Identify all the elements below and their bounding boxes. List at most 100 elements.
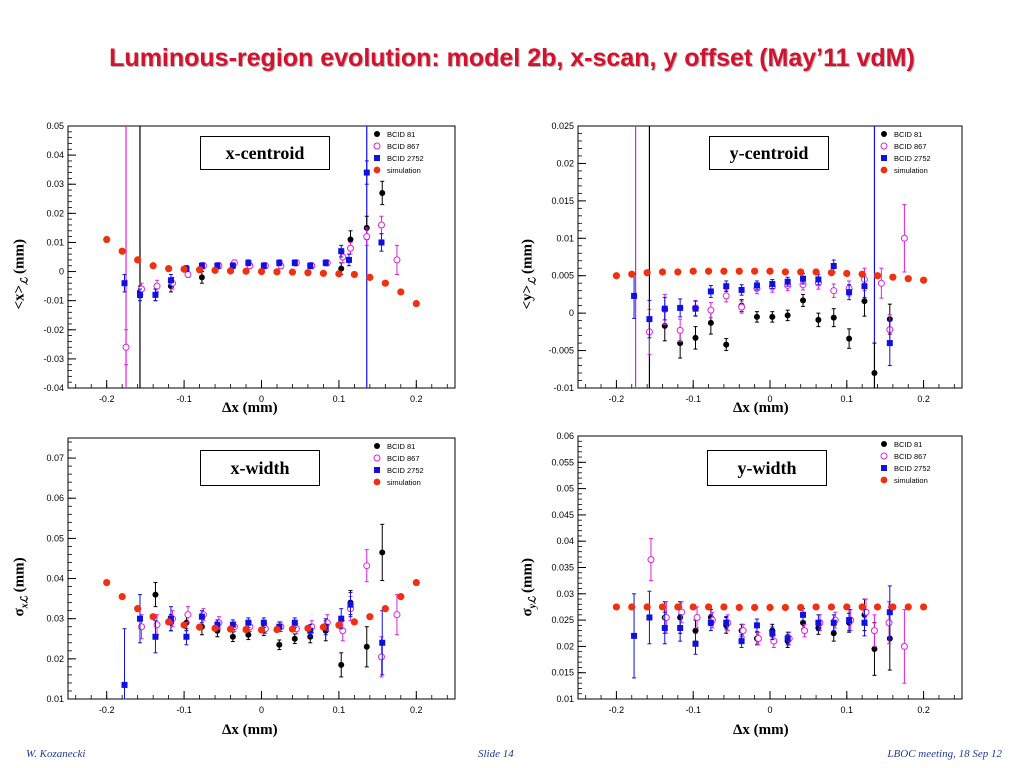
data-point-red-dot — [704, 267, 713, 275]
legend-label: BCID 867 — [894, 452, 927, 461]
legend-marker — [374, 443, 380, 449]
data-point-filled-circle — [846, 335, 853, 342]
data-point-red-dot — [165, 618, 173, 626]
data-point-filled-circle — [800, 297, 807, 304]
data-point-filled-square — [784, 278, 791, 285]
data-point-red-dot — [735, 267, 743, 275]
data-point-filled-square — [707, 288, 714, 295]
legend-marker — [880, 476, 888, 484]
data-point-filled-square — [631, 292, 638, 299]
data-point-red-dot — [643, 603, 651, 611]
data-point-red-dot — [335, 270, 343, 278]
data-point-filled-square — [229, 262, 236, 269]
ylabel-x-centroid: <x>ℒ (mm) — [11, 238, 31, 310]
data-point-filled-square — [861, 619, 868, 626]
data-point-filled-square — [136, 291, 143, 298]
x-tick-label: 0.2 — [917, 394, 930, 404]
data-point-filled-square — [307, 262, 314, 269]
data-point-red-dot — [812, 603, 820, 611]
data-point-open-circle — [739, 627, 747, 635]
data-point-red-dot — [226, 625, 235, 633]
data-point-filled-circle — [229, 633, 236, 640]
data-point-open-circle — [830, 287, 838, 295]
x-tick-label: 0.1 — [841, 394, 854, 404]
data-point-red-dot — [781, 268, 789, 276]
data-point-filled-square — [784, 635, 791, 642]
data-point-filled-square — [738, 638, 745, 645]
data-point-filled-square — [723, 283, 730, 290]
y-tick-label: 0.02 — [556, 158, 574, 168]
y-tick-label: 0.02 — [556, 641, 574, 651]
legend-marker — [880, 142, 888, 150]
data-point-filled-square — [753, 282, 760, 289]
panel-label-x-width: x-width — [200, 450, 320, 486]
data-point-filled-square — [136, 615, 143, 622]
footer-meeting: LBOC meeting, 18 Sep 12 — [887, 748, 1002, 760]
data-point-open-circle — [707, 306, 715, 314]
data-point-filled-square — [347, 601, 354, 608]
data-point-filled-square — [378, 239, 385, 246]
data-point-red-dot — [628, 603, 636, 611]
data-point-filled-circle — [363, 643, 370, 650]
data-point-filled-square — [769, 630, 776, 637]
data-point-open-circle — [678, 608, 686, 616]
legend-label: BCID 2752 — [387, 466, 424, 475]
data-point-filled-square — [723, 619, 730, 626]
data-point-red-dot — [920, 603, 928, 611]
data-point-red-dot — [397, 288, 405, 296]
data-point-red-dot — [149, 613, 157, 621]
x-tick-label: 0.2 — [410, 394, 423, 404]
y-tick-label: 0.03 — [46, 614, 64, 624]
data-point-filled-square — [214, 262, 221, 269]
data-point-filled-circle — [861, 298, 868, 305]
data-point-red-dot — [211, 624, 219, 632]
y-tick-label: -0.01 — [553, 383, 574, 393]
legend-marker — [881, 441, 887, 447]
data-point-red-dot — [149, 262, 157, 270]
data-point-filled-square — [291, 619, 298, 626]
y-tick-label: 0.02 — [46, 654, 64, 664]
panel-label-y-centroid: y-centroid — [709, 136, 829, 170]
data-point-filled-square — [152, 633, 159, 640]
data-point-filled-circle — [338, 265, 345, 272]
y-tick-label: -0.01 — [43, 296, 64, 306]
y-tick-label: 0.01 — [556, 233, 574, 243]
data-point-red-dot — [134, 256, 142, 264]
y-tick-label: 0.015 — [551, 196, 574, 206]
x-tick-label: -0.2 — [99, 705, 115, 715]
data-point-filled-square — [338, 615, 345, 622]
data-point-open-circle — [676, 326, 684, 334]
data-point-filled-square — [345, 256, 352, 263]
data-point-filled-circle — [152, 591, 159, 598]
data-point-open-circle — [722, 292, 730, 300]
data-point-red-dot — [412, 299, 420, 308]
chart-panel-0: -0.2 -0.1 0 0.1 0.2 -0.04 -0.03 -0.02 -0.01 0 0.01… — [43, 121, 456, 404]
data-point-open-circle — [363, 233, 371, 241]
data-point-filled-square — [753, 622, 760, 629]
data-point-red-dot — [720, 603, 728, 611]
data-point-filled-square — [198, 613, 205, 620]
data-point-red-dot — [242, 625, 250, 634]
data-point-filled-circle — [379, 549, 386, 556]
legend-label: BCID 81 — [387, 130, 415, 139]
data-point-open-circle — [647, 556, 655, 564]
y-tick-label: 0.04 — [556, 536, 574, 546]
data-point-red-dot — [288, 268, 297, 276]
legend-marker — [881, 155, 887, 161]
data-point-filled-circle — [871, 370, 878, 377]
data-point-red-dot — [350, 270, 358, 279]
x-tick-label: 0.2 — [410, 705, 423, 715]
data-point-red-dot — [381, 279, 389, 287]
data-point-filled-circle — [347, 236, 354, 243]
x-tick-label: 0.1 — [333, 394, 346, 404]
data-point-filled-square — [198, 262, 205, 269]
data-point-red-dot — [889, 603, 897, 611]
data-point-filled-square — [646, 316, 653, 323]
y-tick-label: 0.03 — [46, 179, 64, 189]
data-point-filled-square — [846, 289, 853, 296]
y-tick-label: 0.04 — [46, 150, 64, 160]
x-tick-label: 0 — [259, 705, 264, 715]
data-point-red-dot — [643, 269, 651, 277]
x-tick-label: -0.2 — [609, 705, 625, 715]
data-point-filled-square — [245, 619, 252, 626]
